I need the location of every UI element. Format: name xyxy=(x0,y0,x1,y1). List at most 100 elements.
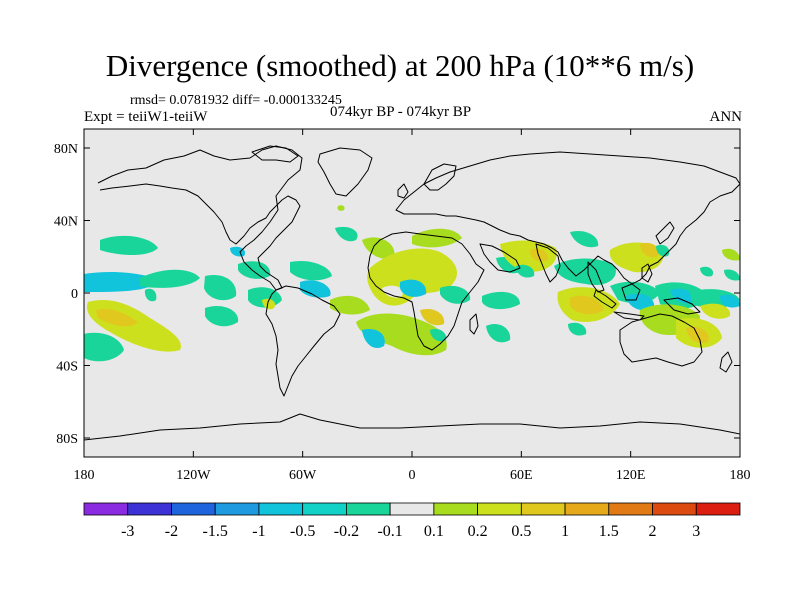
coast-africa xyxy=(367,231,485,351)
colorbar-swatch xyxy=(258,502,304,516)
field-patch xyxy=(440,285,471,304)
colorbar-swatch xyxy=(608,502,653,516)
coast-india xyxy=(535,243,561,283)
colorbar-label: -0.2 xyxy=(334,523,359,540)
field-patch xyxy=(290,260,332,281)
field-patch xyxy=(335,226,358,242)
lon-tick-label: 180 xyxy=(74,468,95,483)
colorbar-swatch xyxy=(83,502,129,516)
period-label: 074kyr BP - 074kyr BP xyxy=(330,104,472,120)
field-patch xyxy=(530,248,549,262)
field-patch xyxy=(382,285,403,298)
colorbar-swatch xyxy=(477,502,522,516)
colorbar-label: -0.1 xyxy=(377,523,402,540)
colorbar-swatch xyxy=(652,502,697,516)
field-patch xyxy=(486,323,511,343)
lon-tick-label: 180 xyxy=(730,468,751,483)
field-patch xyxy=(430,328,447,342)
colorbar-swatch xyxy=(695,502,741,516)
field-patch xyxy=(330,295,370,315)
field-patch xyxy=(640,242,659,258)
lat-tick-label: 40S xyxy=(56,360,78,375)
coast-scandinavia xyxy=(423,163,457,191)
field-patch xyxy=(400,279,427,297)
field-patch xyxy=(362,328,385,349)
field-patch xyxy=(262,298,276,310)
lat-tick-label: 40N xyxy=(54,215,78,230)
coast-canadian-islands xyxy=(251,145,299,163)
field-patch xyxy=(412,228,462,248)
field-patch xyxy=(568,322,587,336)
coast-arabia xyxy=(479,243,521,273)
field-patch xyxy=(554,258,616,286)
field-patch xyxy=(420,308,445,326)
coast-greenland xyxy=(317,147,373,197)
field-patch xyxy=(300,280,331,298)
lon-tick-label: 120W xyxy=(176,468,211,483)
colorbar-swatch xyxy=(433,502,479,516)
season-label: ANN xyxy=(709,109,743,125)
field-patch xyxy=(626,293,655,311)
field-patch xyxy=(337,205,345,211)
colorbar-swatch xyxy=(564,502,610,516)
field-patch xyxy=(516,264,535,278)
coast-southeast-asia xyxy=(587,261,605,293)
colorbar: -3 -2 -1.5 -1 -0.5 -0.2 -0.1 0.1 0.2 0.5 1 1.5 2 3 xyxy=(83,502,741,540)
colorbar-label: -3 xyxy=(121,523,134,540)
colorbar-label: -0.5 xyxy=(290,523,315,540)
colorbar-label: 0.1 xyxy=(424,523,444,540)
lat-tick-label: 0 xyxy=(71,287,78,302)
colorbar-swatch xyxy=(345,502,391,516)
coast-british-isles xyxy=(397,183,409,199)
coast-philippines xyxy=(641,263,653,283)
colorbar-label: -1 xyxy=(252,523,265,540)
field-patch xyxy=(482,291,520,310)
coast-madagascar xyxy=(469,313,479,335)
coast-north-america xyxy=(97,145,303,291)
colorbar-label: 2 xyxy=(649,523,657,540)
colorbar-swatch xyxy=(214,502,260,516)
field-patch xyxy=(700,266,714,277)
lat-tick-label: 80N xyxy=(54,142,78,157)
field-patch xyxy=(724,269,740,281)
lon-tick-label: 0 xyxy=(409,468,416,483)
colorbar-swatch xyxy=(171,502,216,516)
colorbar-label: 0.5 xyxy=(511,523,531,540)
field-patch xyxy=(362,237,395,260)
lon-tick-label: 120E xyxy=(616,468,646,483)
colorbar-swatch xyxy=(520,502,566,516)
colorbar-label: -2 xyxy=(165,523,178,540)
coast-antarctica xyxy=(84,413,740,441)
lon-tick-label: 60W xyxy=(289,468,317,483)
coastlines xyxy=(84,145,740,441)
divergence-field xyxy=(84,205,740,362)
field-patch xyxy=(140,269,200,288)
coast-south-america xyxy=(265,285,341,397)
colorbar-swatch xyxy=(389,502,435,516)
field-patch xyxy=(84,332,124,362)
plot-title: Divergence (smoothed) at 200 hPa (10**6 … xyxy=(105,48,695,83)
field-patch xyxy=(204,274,237,301)
field-patch xyxy=(356,313,447,356)
field-patch xyxy=(238,261,271,279)
colorbar-label: 0.2 xyxy=(468,523,488,540)
experiment-label: Expt = teiiW1-teiiW xyxy=(84,109,208,125)
lat-tick-label: 80S xyxy=(56,432,78,447)
field-patch xyxy=(205,305,239,327)
field-patch xyxy=(570,295,604,315)
coast-java xyxy=(613,311,645,321)
coast-new-guinea xyxy=(663,297,701,315)
field-patch xyxy=(570,230,599,248)
colorbar-swatch xyxy=(127,502,172,516)
colorbar-label: 1 xyxy=(561,523,569,540)
field-patch xyxy=(670,288,695,304)
field-patch xyxy=(144,288,157,302)
field-patch xyxy=(100,235,158,255)
field-patch xyxy=(700,303,731,319)
coast-australia xyxy=(619,313,703,367)
colorbar-label: -1.5 xyxy=(203,523,228,540)
coast-new-zealand xyxy=(719,351,733,373)
field-patch xyxy=(84,272,160,292)
colorbar-label: 1.5 xyxy=(599,523,619,540)
coast-borneo xyxy=(621,283,641,301)
